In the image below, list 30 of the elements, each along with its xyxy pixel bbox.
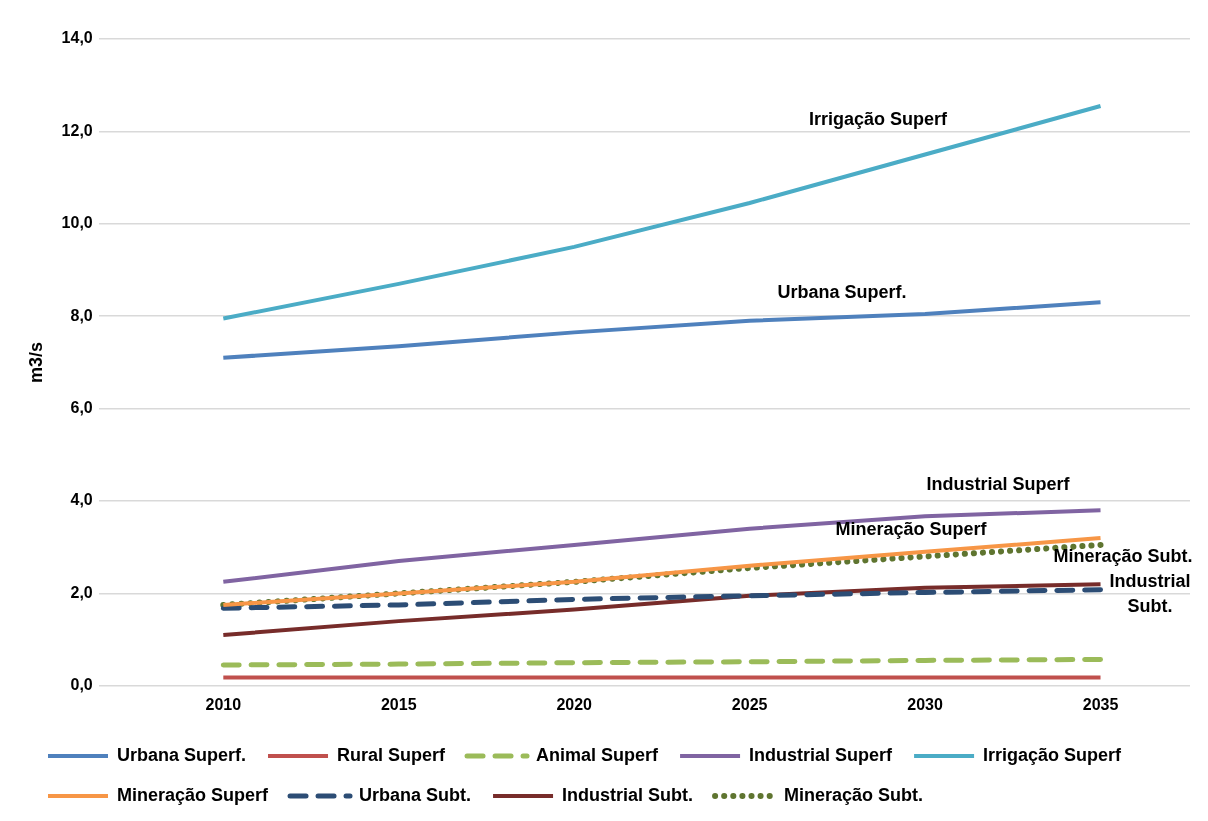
y-tick-label: 6,0 xyxy=(70,399,93,417)
annotation: Mineração Superf xyxy=(835,518,988,539)
legend-label: Rural Superf xyxy=(337,744,447,765)
legend-label: Mineração Subt. xyxy=(784,784,924,805)
legend-label: Mineração Superf xyxy=(117,784,270,805)
x-tick-label: 2010 xyxy=(205,695,242,713)
y-tick-label: 12,0 xyxy=(61,121,93,139)
y-tick-label: 14,0 xyxy=(61,29,93,47)
legend-label: Industrial Superf xyxy=(749,744,894,765)
annotation: Mineração Subt. xyxy=(1053,545,1193,566)
y-axis-title: m3/s xyxy=(25,341,46,383)
annotation: Urbana Superf. xyxy=(777,281,907,302)
y-tick-label: 8,0 xyxy=(70,306,93,324)
legend-label: Irrigação Superf xyxy=(983,744,1123,765)
x-tick-label: 2030 xyxy=(907,695,943,713)
x-tick-label: 2020 xyxy=(556,695,593,713)
legend-label: Industrial Subt. xyxy=(562,784,694,805)
annotation: Industrial Superf xyxy=(926,473,1071,494)
legend-label: Urbana Subt. xyxy=(359,784,472,805)
y-tick-label: 10,0 xyxy=(61,214,93,232)
annotation: Industrial Subt. xyxy=(1109,571,1191,617)
y-tick-label: 0,0 xyxy=(70,676,93,694)
y-tick-label: 2,0 xyxy=(70,583,93,601)
legend-label: Urbana Superf. xyxy=(117,744,247,765)
x-tick-label: 2035 xyxy=(1082,695,1119,713)
x-tick-label: 2015 xyxy=(380,695,417,713)
annotation: Irrigação Superf xyxy=(808,108,949,129)
x-tick-label: 2025 xyxy=(731,695,768,713)
legend-label: Animal Superf xyxy=(536,744,660,765)
y-tick-label: 4,0 xyxy=(70,491,93,509)
